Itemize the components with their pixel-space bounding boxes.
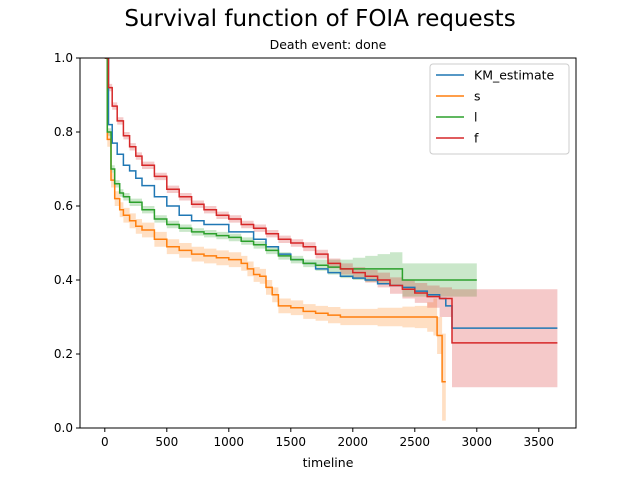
y-tick-label: 0.8 — [54, 125, 73, 139]
x-tick-label: 3000 — [462, 435, 493, 449]
x-tick-label: 0 — [101, 435, 109, 449]
chart-subtitle: Death event: done — [269, 37, 387, 52]
x-tick-label: 500 — [155, 435, 178, 449]
plot-frame — [79, 57, 577, 429]
ci-band-s — [104, 58, 446, 421]
legend-box — [429, 63, 570, 155]
x-tick-label: 1000 — [214, 435, 245, 449]
legend-label-KM_estimate: KM_estimate — [474, 68, 555, 83]
y-tick-label: 0.6 — [54, 199, 73, 213]
ci-band-l — [104, 58, 477, 297]
y-tick-label: 0.2 — [54, 347, 73, 361]
x-axis-label: timeline — [303, 455, 354, 470]
legend-label-l: l — [474, 110, 477, 125]
x-tick-label: 1500 — [276, 435, 307, 449]
x-tick-label: 2500 — [400, 435, 431, 449]
x-tick-label: 2000 — [338, 435, 369, 449]
series-line-s — [104, 58, 446, 383]
x-tick-label: 3500 — [524, 435, 555, 449]
chart-title: Survival function of FOIA requests — [124, 6, 516, 32]
series-line-l — [104, 58, 477, 281]
legend-label-s: s — [474, 89, 481, 104]
y-tick-label: 0.4 — [54, 273, 73, 287]
y-tick-label: 1.0 — [54, 51, 73, 65]
series-line-f — [104, 58, 558, 344]
ci-band-f — [104, 58, 558, 388]
y-tick-label: 0.0 — [54, 421, 73, 435]
legend-label-f: f — [474, 131, 479, 146]
